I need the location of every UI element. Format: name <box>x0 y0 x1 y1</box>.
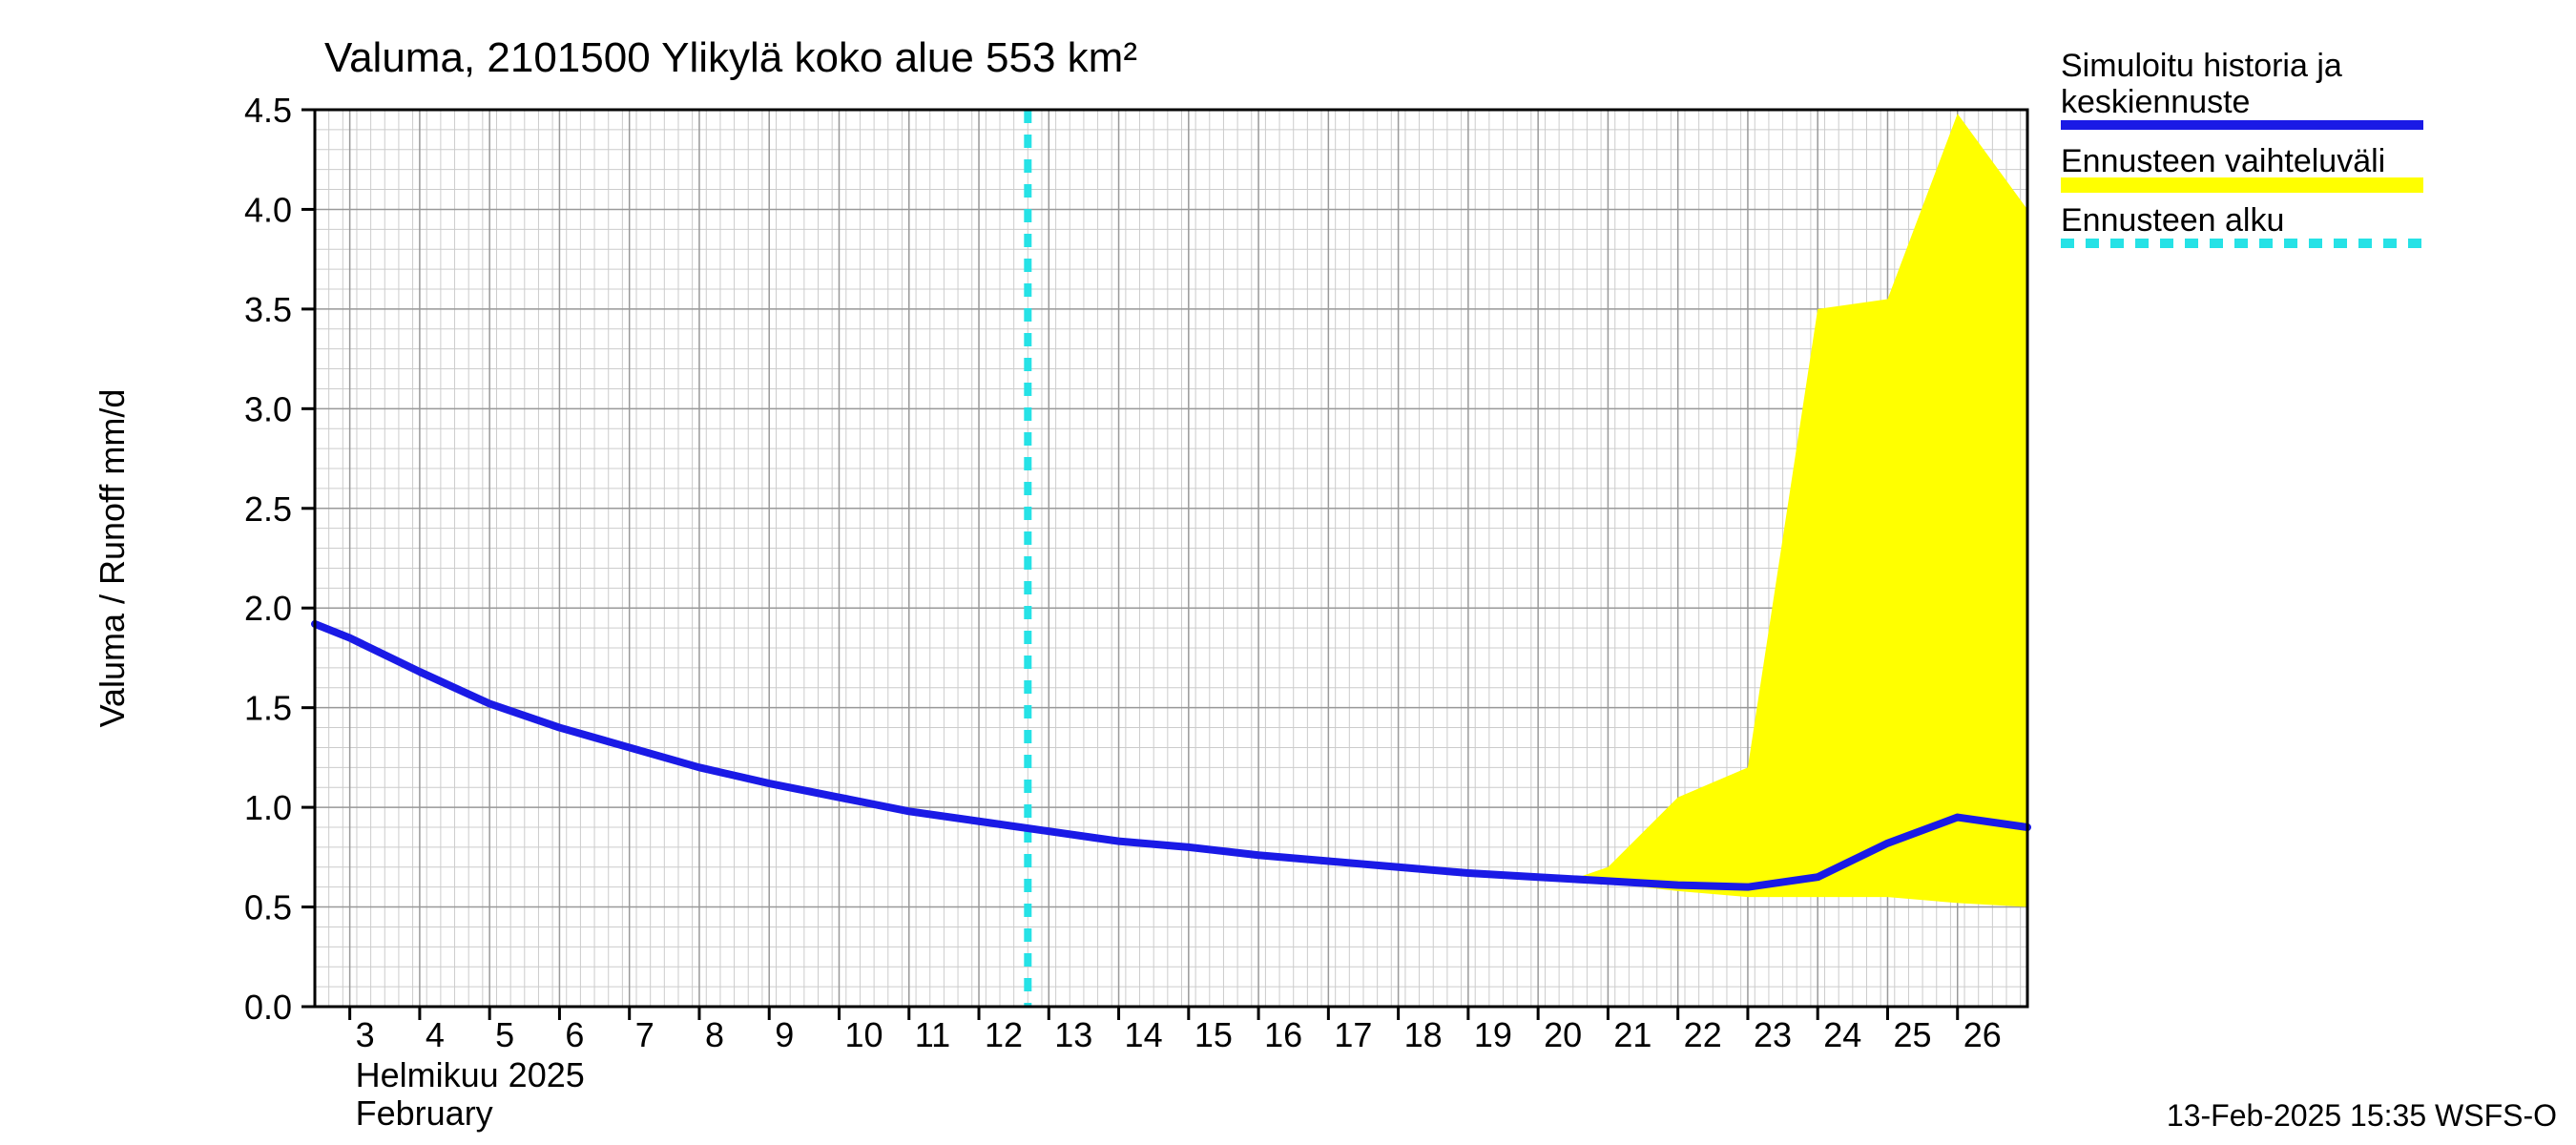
x-tick-label: 25 <box>1893 1015 1931 1054</box>
legend-swatch-fill <box>2061 177 2423 193</box>
x-tick-label: 6 <box>565 1015 584 1054</box>
x-tick-label: 23 <box>1754 1015 1792 1054</box>
x-tick-label: 14 <box>1125 1015 1163 1054</box>
x-tick-label: 8 <box>705 1015 724 1054</box>
y-tick-label: 1.0 <box>244 788 292 827</box>
runoff-chart: 0.0 0.5 1.0 1.5 2.0 2.5 3.0 3.5 4.0 4.5 3 4 5 6 7 8 9 10 1… <box>0 0 2576 1145</box>
x-tick-label: 18 <box>1404 1015 1443 1054</box>
footer-timestamp: 13-Feb-2025 15:35 WSFS-O <box>2167 1098 2557 1133</box>
x-tick-label: 26 <box>1963 1015 2002 1054</box>
y-tick-label: 0.0 <box>244 988 292 1027</box>
x-tick-label: 12 <box>985 1015 1023 1054</box>
x-tick-label: 10 <box>844 1015 883 1054</box>
chart-svg: 0.0 0.5 1.0 1.5 2.0 2.5 3.0 3.5 4.0 4.5 3 4 5 6 7 8 9 10 1… <box>0 0 2576 1145</box>
y-axis-label: Valuma / Runoff mm/d <box>93 389 132 728</box>
x-tick-label: 3 <box>356 1015 375 1054</box>
x-tick-label: 21 <box>1613 1015 1652 1054</box>
x-tick-label: 5 <box>495 1015 514 1054</box>
y-tick-label: 4.0 <box>244 190 292 229</box>
y-tick-label: 0.5 <box>244 888 292 927</box>
x-tick-label: 7 <box>635 1015 654 1054</box>
legend-label: Ennusteen alku <box>2061 202 2284 239</box>
x-tick-label: 11 <box>915 1015 950 1054</box>
legend-label: keskiennuste <box>2061 84 2250 120</box>
x-tick-label: 16 <box>1264 1015 1302 1054</box>
legend-label: Ennusteen vaihteluväli <box>2061 143 2385 179</box>
chart-title: Valuma, 2101500 Ylikylä koko alue 553 km… <box>324 34 1137 81</box>
x-tick-label: 15 <box>1195 1015 1233 1054</box>
y-tick-label: 3.5 <box>244 290 292 329</box>
y-tick-label: 4.5 <box>244 91 292 130</box>
x-tick-label: 13 <box>1054 1015 1092 1054</box>
x-month-label-en: February <box>356 1093 493 1133</box>
x-tick-label: 9 <box>775 1015 794 1054</box>
x-tick-label: 4 <box>426 1015 445 1054</box>
legend-label: Simuloitu historia ja <box>2061 48 2342 84</box>
y-tick-label: 1.5 <box>244 689 292 728</box>
y-tick-label: 2.5 <box>244 489 292 529</box>
x-tick-label: 22 <box>1684 1015 1722 1054</box>
y-tick-label: 2.0 <box>244 589 292 628</box>
x-tick-label: 20 <box>1544 1015 1582 1054</box>
x-month-label-fi: Helmikuu 2025 <box>356 1055 585 1094</box>
y-tick-label: 3.0 <box>244 389 292 428</box>
x-tick-label: 17 <box>1334 1015 1372 1054</box>
x-tick-label: 24 <box>1823 1015 1861 1054</box>
x-tick-label: 19 <box>1474 1015 1512 1054</box>
